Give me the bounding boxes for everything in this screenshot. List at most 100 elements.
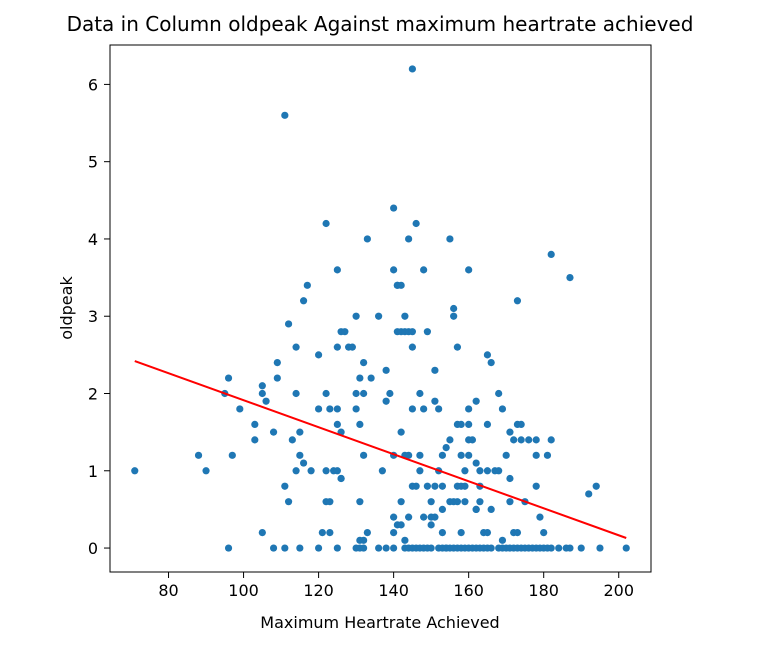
data-point	[465, 266, 473, 274]
x-tick-label: 180	[528, 581, 559, 600]
data-point	[333, 266, 341, 274]
data-point	[412, 482, 420, 490]
data-point	[382, 366, 390, 374]
data-point	[408, 405, 416, 413]
x-tick-label: 80	[158, 581, 178, 600]
data-point	[262, 397, 270, 405]
data-point	[322, 219, 330, 228]
data-point	[465, 420, 473, 429]
data-point	[352, 389, 360, 398]
data-point	[461, 467, 469, 475]
data-point	[405, 451, 413, 459]
data-point	[517, 420, 525, 429]
data-point	[525, 436, 533, 444]
y-axis: 0 1 2 3 4 5 6	[88, 75, 110, 558]
chart-title: Data in Column oldpeak Against maximum h…	[67, 12, 694, 36]
data-point	[457, 420, 465, 429]
data-point	[461, 498, 469, 506]
data-point	[472, 505, 480, 514]
data-point	[322, 467, 330, 475]
data-point	[360, 536, 368, 544]
data-point	[258, 389, 266, 398]
data-point	[360, 389, 368, 398]
data-point	[378, 467, 386, 475]
data-point	[431, 397, 439, 405]
data-point	[457, 451, 465, 459]
data-point	[296, 428, 304, 436]
data-point	[284, 498, 293, 506]
data-point	[375, 312, 383, 320]
data-point	[476, 498, 484, 506]
data-point	[465, 405, 473, 413]
data-point	[390, 266, 398, 274]
data-point	[438, 505, 447, 514]
data-point	[292, 467, 300, 475]
x-tick-label: 200	[603, 581, 634, 600]
data-point	[258, 528, 266, 537]
data-point	[390, 528, 398, 537]
data-point	[416, 451, 424, 459]
data-point	[506, 498, 514, 506]
x-tick-label: 100	[228, 581, 259, 600]
fit-line	[134, 360, 627, 539]
data-point	[299, 459, 308, 467]
data-point	[202, 467, 210, 475]
data-point	[446, 436, 454, 444]
y-tick-label: 3	[88, 307, 98, 326]
data-point	[273, 358, 281, 367]
data-point	[401, 312, 409, 320]
data-point	[498, 405, 507, 413]
data-point	[438, 528, 447, 537]
data-point	[547, 250, 555, 259]
data-point	[326, 528, 334, 537]
data-point	[427, 498, 435, 506]
data-point	[435, 405, 443, 413]
data-point	[314, 544, 323, 552]
data-point	[517, 436, 525, 444]
data-point	[476, 467, 484, 475]
data-point	[337, 474, 345, 483]
data-point	[457, 528, 465, 537]
data-point	[510, 436, 518, 444]
data-point	[555, 544, 563, 552]
data-point	[416, 389, 424, 398]
data-point	[314, 351, 323, 359]
data-point	[483, 528, 492, 537]
data-point	[427, 544, 435, 552]
data-point	[495, 389, 503, 398]
data-point	[307, 467, 315, 475]
data-point	[532, 436, 540, 444]
data-point	[397, 498, 405, 506]
data-point	[483, 467, 492, 475]
data-points	[131, 65, 630, 552]
data-point	[390, 204, 398, 212]
data-point	[543, 451, 552, 459]
data-point	[288, 436, 296, 444]
data-point	[390, 544, 398, 552]
data-point	[269, 428, 278, 436]
data-point	[547, 544, 555, 552]
data-point	[397, 521, 405, 529]
data-point	[450, 304, 458, 313]
data-point	[566, 273, 574, 282]
data-point	[420, 513, 428, 521]
data-point	[382, 397, 390, 405]
data-point	[360, 358, 368, 367]
data-point	[194, 451, 203, 459]
data-point	[360, 451, 368, 459]
data-point	[408, 343, 416, 351]
data-point	[596, 544, 604, 552]
data-point	[438, 482, 447, 490]
data-point	[408, 328, 416, 336]
data-point	[326, 498, 334, 506]
data-point	[375, 544, 383, 552]
y-axis-label: oldpeak	[57, 276, 76, 340]
data-point	[236, 405, 244, 413]
x-axis-label: Maximum Heartrate Achieved	[260, 613, 499, 632]
data-point	[431, 366, 439, 374]
data-point	[360, 544, 368, 552]
data-point	[292, 389, 300, 398]
data-point	[367, 374, 375, 382]
data-point	[465, 451, 473, 459]
